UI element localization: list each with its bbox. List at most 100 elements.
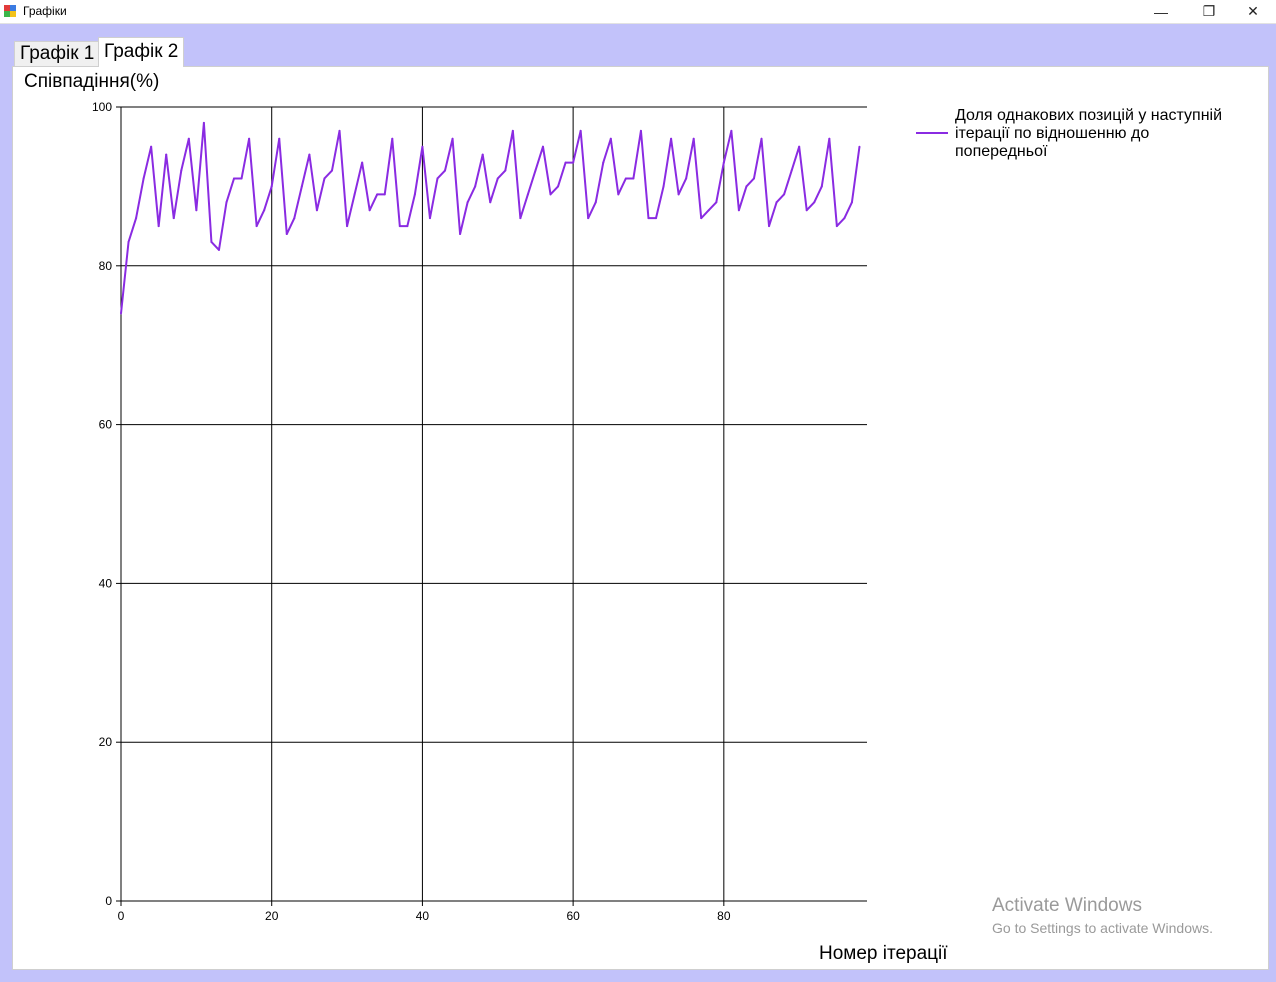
data-point [752, 177, 755, 180]
data-point [346, 225, 349, 228]
data-point [172, 217, 175, 220]
data-point [511, 129, 514, 132]
restore-button[interactable]: ❐ [1186, 0, 1232, 23]
data-point [647, 217, 650, 220]
data-point [670, 137, 673, 140]
data-point [715, 201, 718, 204]
data-point [557, 185, 560, 188]
legend-label: Доля однакових позицій у наступній ітера… [955, 107, 1223, 160]
data-point [451, 137, 454, 140]
x-tick-label: 60 [566, 909, 580, 923]
data-point [270, 185, 273, 188]
data-point [707, 209, 710, 212]
data-point [353, 193, 356, 196]
minimize-icon: — [1154, 3, 1168, 20]
data-point [549, 193, 552, 196]
data-point [413, 193, 416, 196]
data-point [157, 225, 160, 228]
tab-graph-1[interactable]: Графік 1 [14, 41, 101, 66]
data-point [127, 240, 130, 243]
x-tick-label: 0 [118, 909, 125, 923]
data-point [293, 217, 296, 220]
data-point [798, 145, 801, 148]
data-point [564, 161, 567, 164]
data-point [496, 177, 499, 180]
data-point [474, 185, 477, 188]
data-point [315, 209, 318, 212]
data-point [700, 217, 703, 220]
x-tick-label: 80 [717, 909, 731, 923]
close-icon: ✕ [1247, 3, 1259, 19]
y-tick-label: 80 [99, 259, 113, 273]
data-point [368, 209, 371, 212]
data-point [768, 225, 771, 228]
data-point [285, 233, 288, 236]
data-point [338, 129, 341, 132]
data-point [300, 185, 303, 188]
data-point [421, 145, 424, 148]
data-point [376, 193, 379, 196]
data-point [835, 225, 838, 228]
data-point [579, 129, 582, 132]
data-point [406, 225, 409, 228]
data-point [142, 177, 145, 180]
data-point [187, 137, 190, 140]
data-point [722, 161, 725, 164]
data-point [120, 312, 122, 315]
data-point [361, 161, 364, 164]
data-point [609, 137, 612, 140]
data-point [858, 145, 861, 148]
data-point [685, 177, 688, 180]
x-axis-title: Номер ітерації [819, 943, 948, 964]
data-point [135, 217, 138, 220]
data-point [632, 177, 635, 180]
y-tick-label: 60 [99, 418, 113, 432]
data-point [850, 201, 853, 204]
data-point [677, 193, 680, 196]
data-point [602, 161, 605, 164]
activation-watermark: Activate Windows Go to Settings to activ… [992, 895, 1213, 937]
data-point [180, 169, 183, 172]
tab-graph-2[interactable]: Графік 2 [98, 37, 185, 67]
data-point [624, 177, 627, 180]
data-point [248, 137, 251, 140]
data-point [617, 193, 620, 196]
line-chart: 0 20 40 60 80 100 0 20 40 60 80 [92, 100, 867, 923]
restore-icon: ❐ [1202, 3, 1216, 19]
app-icon [3, 4, 17, 18]
data-point [466, 201, 469, 204]
data-point [202, 121, 205, 124]
data-point [391, 137, 394, 140]
x-tick-label: 40 [416, 909, 430, 923]
data-point [572, 161, 575, 164]
minimize-button[interactable]: — [1138, 0, 1184, 23]
data-point [210, 240, 213, 243]
data-point [662, 185, 665, 188]
data-point [805, 209, 808, 212]
data-point [489, 201, 492, 204]
data-point [278, 137, 281, 140]
data-point [828, 137, 831, 140]
data-point [323, 177, 326, 180]
data-point [428, 217, 431, 220]
data-point [737, 209, 740, 212]
data-point [165, 153, 168, 156]
legend-swatch [916, 132, 948, 134]
data-point [745, 185, 748, 188]
data-point [240, 177, 243, 180]
watermark-title: Activate Windows [992, 895, 1142, 916]
data-point [813, 201, 816, 204]
data-point [587, 217, 590, 220]
close-button[interactable]: ✕ [1230, 0, 1276, 23]
window-title: Графіки [23, 4, 67, 18]
data-point [775, 201, 778, 204]
data-point [639, 129, 642, 132]
data-point [444, 169, 447, 172]
data-point [225, 201, 228, 204]
data-point [504, 169, 507, 172]
series-line [120, 121, 861, 314]
y-tick-label: 40 [99, 576, 113, 590]
data-point [436, 177, 439, 180]
data-point [481, 153, 484, 156]
x-tick-label: 20 [265, 909, 279, 923]
